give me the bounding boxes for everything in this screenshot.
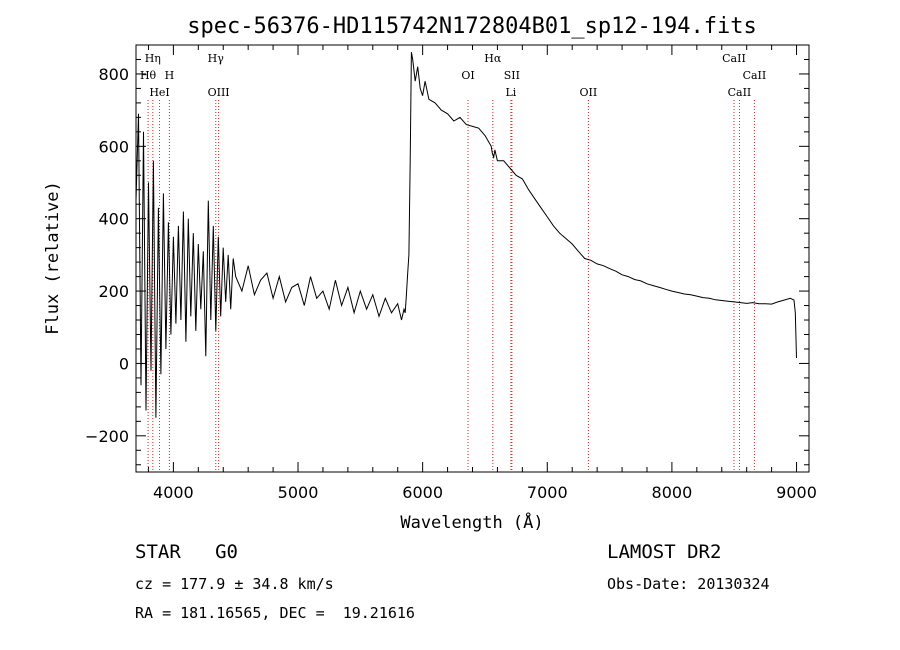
y-tick-label: −200 — [85, 427, 129, 446]
x-tick-label: 6000 — [402, 483, 443, 502]
plot-frame — [135, 44, 810, 473]
spectral-line-label: CaII — [728, 86, 752, 99]
spectral-line-label: SII — [504, 69, 520, 82]
redshift-velocity: cz = 177.9 ± 34.8 km/s — [135, 575, 334, 593]
y-tick-label: 400 — [98, 210, 129, 229]
object-class: STAR G0 — [135, 541, 238, 563]
y-tick-label: 600 — [98, 137, 129, 156]
observation-date: Obs-Date: 20130324 — [607, 575, 770, 593]
y-axis-label: Flux (relative) — [43, 181, 63, 335]
spectral-line-label: CaII — [722, 52, 746, 65]
x-tick-label: 8000 — [652, 483, 693, 502]
spectral-line-label: OIII — [208, 86, 230, 99]
spectral-line-label: Hθ — [140, 69, 157, 82]
y-tick-label: 0 — [119, 354, 129, 373]
x-tick-label: 9000 — [776, 483, 817, 502]
spectral-line-label: Hγ — [208, 52, 225, 65]
coordinates: RA = 181.16565, DEC = 19.21616 — [135, 604, 415, 622]
spectral-line-label: OII — [580, 86, 598, 99]
spectral-line-label: OI — [461, 69, 474, 82]
spectral-line-label: Li — [505, 86, 516, 99]
survey-name: LAMOST DR2 — [607, 541, 722, 563]
x-axis-label: Wavelength (Å) — [400, 511, 543, 533]
chart-title: spec-56376-HD115742N172804B01_sp12-194.f… — [187, 14, 757, 39]
x-tick-label: 5000 — [278, 483, 319, 502]
x-tick-label: 7000 — [527, 483, 568, 502]
spectral-line-label: CaII — [743, 69, 767, 82]
spectral-line-label: HeI — [149, 86, 169, 99]
spectral-line-label: H — [165, 69, 175, 82]
spectral-line-label: Hα — [484, 52, 502, 65]
spectral-line-label: Hη — [145, 52, 161, 65]
x-tick-label: 4000 — [153, 483, 194, 502]
y-tick-label: 200 — [98, 282, 129, 301]
y-tick-label: 800 — [98, 65, 129, 84]
spectrum-series-line — [136, 52, 797, 418]
